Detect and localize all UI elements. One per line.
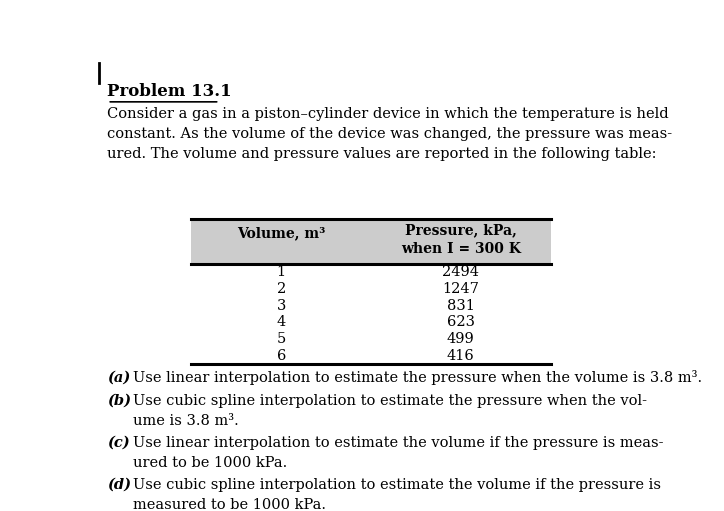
- Text: (d): (d): [107, 478, 131, 492]
- Text: (c): (c): [107, 436, 130, 450]
- Text: 2: 2: [277, 282, 286, 296]
- Text: 831: 831: [447, 299, 475, 313]
- Text: Problem 13.1: Problem 13.1: [107, 83, 232, 100]
- Text: Consider a gas in a piston–cylinder device in which the temperature is held
cons: Consider a gas in a piston–cylinder devi…: [107, 107, 673, 160]
- Text: ume is 3.8 m³.: ume is 3.8 m³.: [132, 414, 238, 428]
- Text: Use cubic spline interpolation to estimate the pressure when the vol-: Use cubic spline interpolation to estima…: [132, 394, 647, 408]
- Text: (a): (a): [107, 370, 130, 384]
- Bar: [191, 219, 550, 264]
- Text: when I = 300 K: when I = 300 K: [401, 242, 521, 256]
- Text: Pressure, kPa,: Pressure, kPa,: [405, 223, 517, 238]
- Text: 3: 3: [277, 299, 286, 313]
- Text: 5: 5: [277, 332, 286, 346]
- Text: Use linear interpolation to estimate the pressure when the volume is 3.8 m³.: Use linear interpolation to estimate the…: [132, 370, 702, 385]
- Text: 1: 1: [277, 265, 286, 280]
- Text: 6: 6: [277, 349, 286, 363]
- Text: 499: 499: [447, 332, 475, 346]
- Text: Volume, m³: Volume, m³: [237, 226, 325, 240]
- Text: Use linear interpolation to estimate the volume if the pressure is meas-: Use linear interpolation to estimate the…: [132, 436, 663, 450]
- Text: measured to be 1000 kPa.: measured to be 1000 kPa.: [132, 498, 326, 511]
- Text: 4: 4: [277, 315, 286, 330]
- Text: 1247: 1247: [442, 282, 479, 296]
- Text: 416: 416: [447, 349, 475, 363]
- Text: 623: 623: [447, 315, 475, 330]
- Text: ured to be 1000 kPa.: ured to be 1000 kPa.: [132, 456, 287, 470]
- Text: (b): (b): [107, 394, 131, 408]
- Text: Use cubic spline interpolation to estimate the volume if the pressure is: Use cubic spline interpolation to estima…: [132, 478, 660, 492]
- Text: 2494: 2494: [442, 265, 479, 280]
